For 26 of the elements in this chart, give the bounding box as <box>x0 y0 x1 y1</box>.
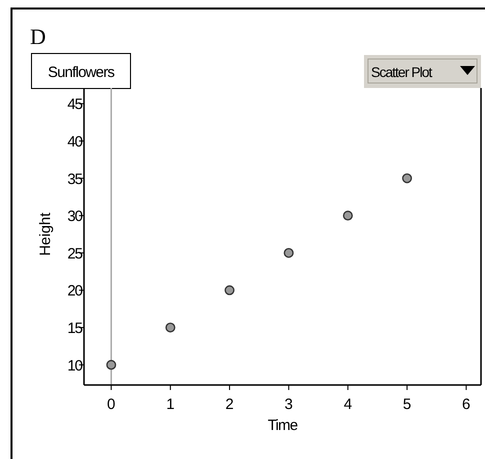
y-tick-label: 35 <box>67 170 83 188</box>
point <box>284 248 294 258</box>
x-tick-label: 0 <box>107 396 116 413</box>
point <box>165 322 176 332</box>
y-tick-label: 10 <box>67 357 83 374</box>
y-axis-title: Height <box>37 212 54 256</box>
y-tick-label: 15 <box>67 320 83 338</box>
point <box>224 285 234 296</box>
point <box>342 210 353 221</box>
x-tick-label: 3 <box>284 396 293 413</box>
x-tick-label: 1 <box>166 396 175 413</box>
y-tick-label: 20 <box>67 282 83 300</box>
dropdown-control: Scatter Plot <box>364 55 481 88</box>
x-tick-label: 5 <box>402 396 412 413</box>
chart-subtitle: Sunflowers <box>48 64 114 81</box>
x-tick-label: 2 <box>225 396 234 413</box>
x-tick-label: 6 <box>462 396 470 413</box>
y-tick-label: 40 <box>67 133 83 150</box>
y-tick-label: 30 <box>67 208 83 226</box>
x-axis-title: Time <box>268 417 298 434</box>
point <box>402 173 412 184</box>
chart-title: D <box>30 24 46 49</box>
y-tick-label: 45 <box>67 96 83 114</box>
y-tick-label: 25 <box>67 245 83 262</box>
x-tick-label: 4 <box>344 396 352 413</box>
point <box>106 360 116 370</box>
